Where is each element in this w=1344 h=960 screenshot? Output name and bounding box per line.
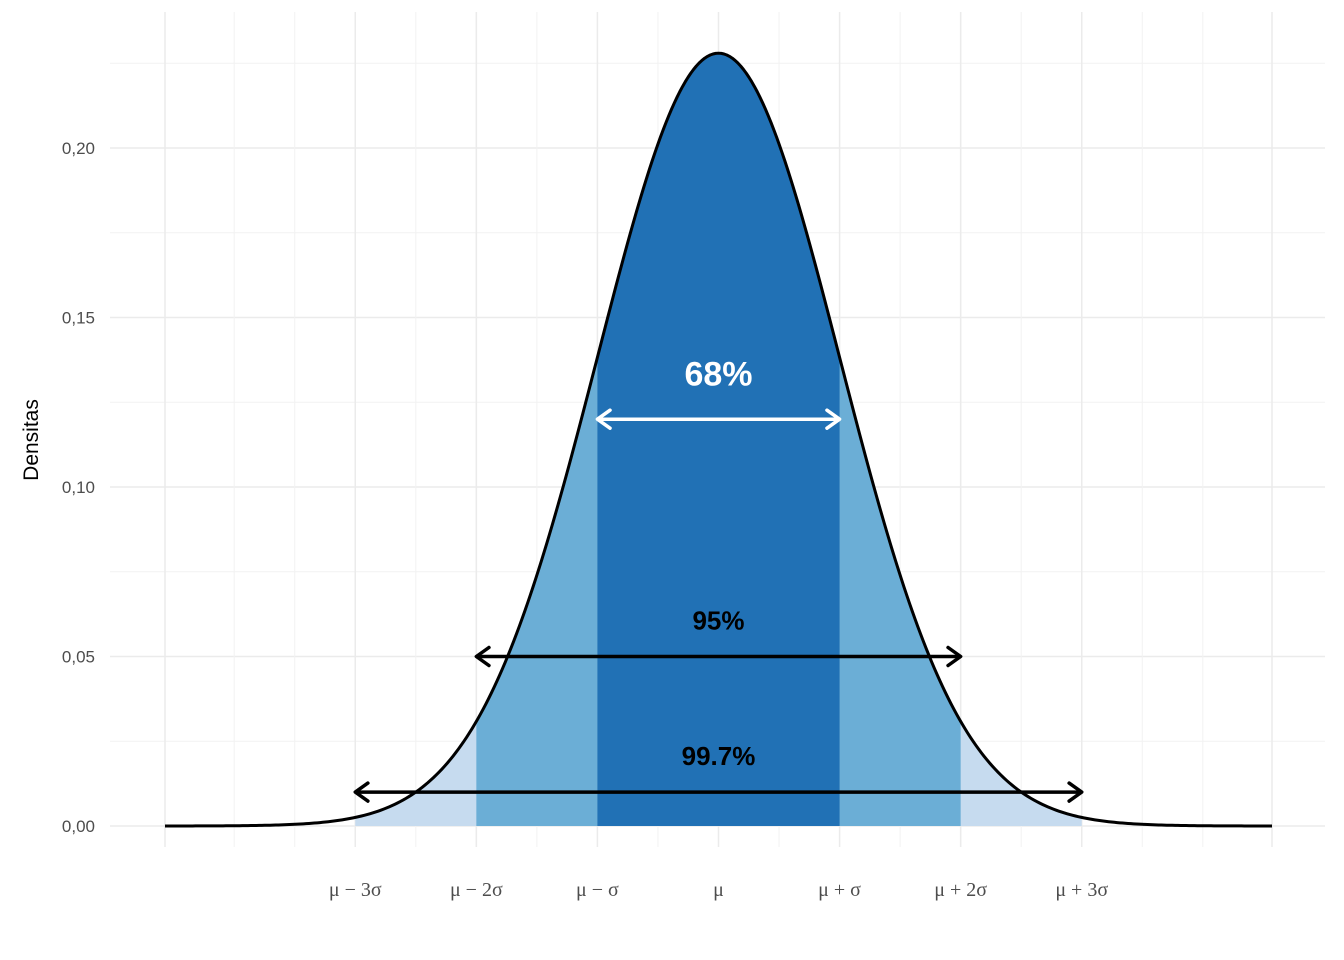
- arrow-head-left: [353, 781, 370, 803]
- x-tick-label: μ − 2σ: [450, 879, 503, 901]
- y-tick-label: 0,10: [62, 478, 95, 497]
- y-tick-label: 0,20: [62, 139, 95, 158]
- arrow-head-left: [474, 645, 491, 668]
- annotations: 68% 95% 99.7%: [353, 355, 1084, 803]
- x-axis-ticks: μ − 3σ μ − 2σ μ − σ μ μ + σ μ + 2σ μ + 3σ: [329, 879, 1108, 901]
- percent-label: 68%: [684, 355, 752, 393]
- y-tick-label: 0,00: [62, 817, 95, 836]
- shaded-bands: [355, 53, 1082, 826]
- y-axis-ticks: 0,00 0,05 0,10 0,15 0,20: [62, 139, 95, 836]
- y-axis-label: Densitas: [20, 399, 43, 481]
- arrow-head-right: [825, 408, 842, 430]
- annotation-2: 95%: [474, 605, 963, 668]
- annotation-3: 99.7%: [353, 741, 1084, 803]
- annotation-1: 68%: [595, 355, 842, 430]
- percent-label: 99.7%: [682, 741, 756, 771]
- percent-label: 95%: [692, 605, 744, 635]
- x-tick-label: μ − 3σ: [329, 879, 382, 901]
- arrow-head-left: [595, 408, 612, 430]
- y-tick-label: 0,15: [62, 309, 95, 328]
- x-tick-label: μ + 3σ: [1055, 879, 1108, 901]
- x-tick-label: μ + σ: [818, 879, 861, 901]
- band--1-1-sd: [597, 53, 840, 826]
- x-tick-label: μ + 2σ: [934, 879, 987, 901]
- arrow-head-right: [946, 645, 963, 668]
- density-curve-group: [165, 51, 1272, 828]
- arrow-head-right: [1067, 781, 1084, 803]
- density-curve: [165, 51, 1272, 828]
- x-tick-label: μ: [713, 879, 724, 901]
- y-tick-label: 0,05: [62, 648, 95, 667]
- x-tick-label: μ − σ: [576, 879, 619, 901]
